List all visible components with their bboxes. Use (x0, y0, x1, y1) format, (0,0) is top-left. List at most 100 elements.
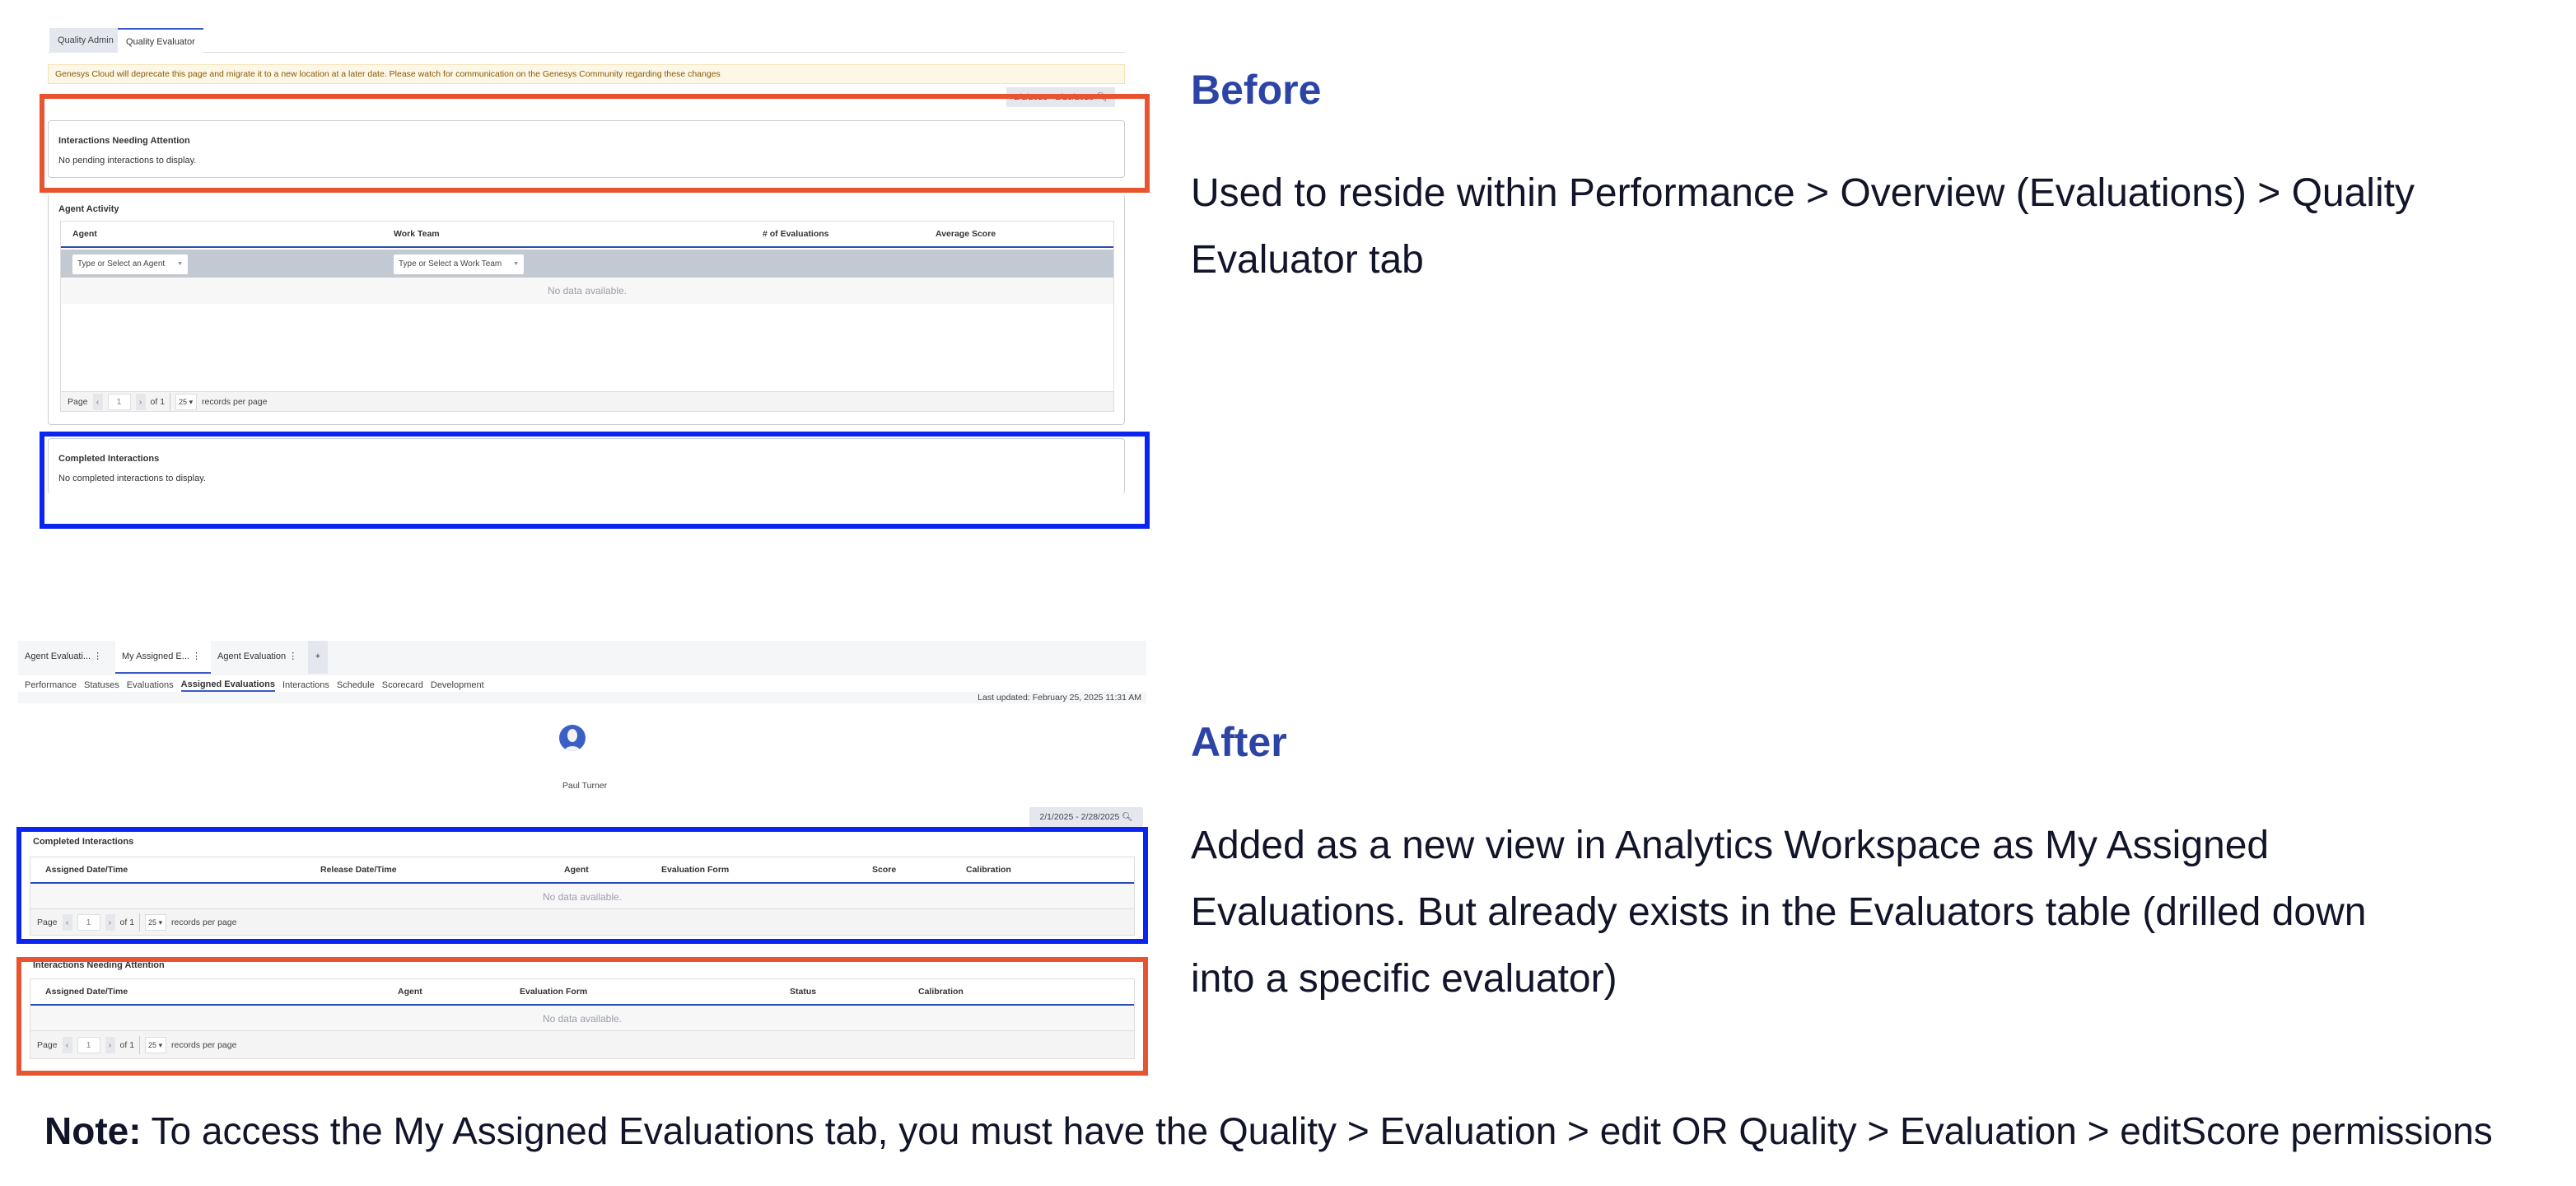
subtab-scorecard[interactable]: Scorecard (381, 680, 423, 690)
col-calibration[interactable]: Calibration (966, 865, 1011, 875)
agent-filter-placeholder: Type or Select an Agent (77, 259, 166, 268)
prev-page-button[interactable]: ‹ (92, 393, 103, 410)
avatar (558, 725, 586, 751)
deprecation-banner: Genesys Cloud will deprecate this page a… (48, 64, 1125, 84)
empty-message: No pending interactions to display. (58, 156, 197, 166)
subtab-performance[interactable]: Performance (25, 680, 77, 690)
next-page-button[interactable]: › (105, 913, 115, 931)
col-calibration[interactable]: Calibration (918, 987, 964, 997)
add-tab-button[interactable]: + (308, 641, 328, 674)
workspace-tab[interactable]: Agent Evaluation ⋮ (217, 651, 298, 661)
subtab-statuses[interactable]: Statuses (83, 680, 119, 690)
more-vert-icon[interactable]: ⋮ (288, 651, 298, 661)
completed-table: Assigned Date/Time Release Date/Time Age… (30, 857, 1135, 936)
more-vert-icon[interactable]: ⋮ (192, 651, 201, 661)
col-evaluation-form[interactable]: Evaluation Form (661, 865, 730, 875)
date-range-label: 2/1/2025 - 2/28/2025 (1039, 812, 1120, 822)
highlight-completed (40, 432, 1150, 529)
prev-page-button[interactable]: ‹ (62, 1036, 72, 1053)
no-data-message: No data available. (61, 278, 1113, 304)
date-range-button[interactable]: 2/1/2025 - 2/28/2025 🔍︎ (1029, 807, 1143, 827)
needing-attention-title: Interactions Needing Attention (33, 960, 165, 970)
page-input[interactable]: 1 (77, 1036, 100, 1053)
per-page-select[interactable]: 25 ▾ (145, 913, 167, 931)
prev-page-button[interactable]: ‹ (62, 913, 72, 931)
next-page-button[interactable]: › (105, 1036, 115, 1053)
divider (139, 1035, 141, 1054)
subtab-evaluations[interactable]: Evaluations (126, 680, 174, 690)
subtab-schedule[interactable]: Schedule (336, 680, 375, 690)
after-description: Added as a new view in Analytics Workspa… (1191, 824, 2367, 1001)
empty-message: No completed interactions to display. (58, 474, 206, 483)
before-heading: Before (1191, 67, 1322, 113)
page-input[interactable]: 1 (107, 393, 131, 410)
col-assigned[interactable]: Assigned Date/Time (45, 987, 128, 997)
pagination: Page ‹ 1 › of 1 25 ▾ records per page (30, 908, 1134, 935)
col-agent[interactable]: Agent (398, 987, 422, 997)
tab-quality-evaluator[interactable]: Quality Evaluator (118, 28, 203, 53)
card-title: Completed Interactions (58, 454, 160, 464)
workspace-tab[interactable]: Agent Evaluati... ⋮ (25, 651, 103, 661)
note-label: Note: (44, 1109, 142, 1152)
note-text: To access the My Assigned Evaluations ta… (141, 1109, 2493, 1152)
no-data-message: No data available. (30, 1006, 1134, 1032)
per-page-select[interactable]: 25 ▾ (145, 1036, 167, 1053)
col-score[interactable]: Score (872, 865, 897, 875)
work-team-filter-placeholder: Type or Select a Work Team (399, 259, 502, 268)
user-name: Paul Turner (562, 781, 608, 791)
col-evaluation-form[interactable]: Evaluation Form (520, 987, 588, 997)
per-page-label: records per page (202, 396, 268, 407)
per-page-label: records per page (171, 1039, 237, 1050)
caret-down-icon: ▼ (513, 261, 519, 267)
no-data-message: No data available. (30, 884, 1134, 910)
workspace-tabbar: Agent Evaluati... ⋮ My Assigned E... ⋮ A… (18, 641, 1146, 697)
per-page-select[interactable]: 25 ▾ (175, 393, 198, 410)
agent-filter-select[interactable]: Type or Select an Agent ▼ (72, 254, 188, 274)
user-avatar-icon (559, 725, 586, 751)
col-agent[interactable]: Agent (72, 229, 97, 239)
page-label: Page (37, 917, 58, 927)
card-title: Agent Activity (58, 204, 119, 214)
needing-attention-table: Assigned Date/Time Agent Evaluation Form… (30, 978, 1135, 1059)
page-input[interactable]: 1 (77, 913, 100, 931)
page-label: Page (68, 396, 88, 407)
page-label: Page (37, 1039, 58, 1050)
col-release[interactable]: Release Date/Time (320, 865, 397, 875)
caret-down-icon: ▼ (177, 261, 183, 267)
col-status[interactable]: Status (790, 987, 817, 997)
col-average-score[interactable]: Average Score (936, 229, 996, 239)
highlight-completed (16, 827, 1148, 944)
tab-divider (48, 52, 1125, 53)
page-count: of 1 (119, 1039, 135, 1050)
agent-activity-table: Agent Work Team # of Evaluations Average… (60, 221, 1114, 412)
workspace-tab-active[interactable]: My Assigned E... ⋮ (115, 641, 211, 674)
subtab-assigned-evaluations[interactable]: Assigned Evaluations (180, 679, 275, 692)
work-team-filter-select[interactable]: Type or Select a Work Team ▼ (394, 254, 524, 274)
table-header: Assigned Date/Time Release Date/Time Age… (30, 857, 1134, 884)
page-count: of 1 (119, 917, 135, 927)
table-header: Agent Work Team # of Evaluations Average… (61, 222, 1113, 248)
pagination: Page ‹ 1 › of 1 25 ▾ records per page (61, 391, 1113, 411)
completed-title: Completed Interactions (33, 837, 134, 847)
next-page-button[interactable]: › (135, 393, 146, 410)
col-assigned[interactable]: Assigned Date/Time (45, 865, 128, 875)
after-heading: After (1191, 719, 1287, 765)
pagination: Page ‹ 1 › of 1 25 ▾ records per page (30, 1030, 1134, 1058)
permissions-note: Note: To access the My Assigned Evaluati… (44, 1109, 2493, 1153)
before-description: Used to reside within Performance > Over… (1191, 171, 2415, 282)
per-page-label: records per page (171, 917, 237, 927)
col-work-team[interactable]: Work Team (394, 229, 440, 239)
needing-attention-card: Interactions Needing Attention No pendin… (48, 120, 1125, 178)
col-evaluations[interactable]: # of Evaluations (763, 229, 829, 239)
card-title: Interactions Needing Attention (58, 136, 190, 146)
subtab-interactions[interactable]: Interactions (282, 680, 329, 690)
col-agent[interactable]: Agent (564, 865, 589, 875)
divider (139, 913, 141, 932)
last-updated: Last updated: February 25, 2025 11:31 AM (18, 692, 1146, 703)
highlight-needing-attention (40, 94, 1150, 193)
tab-quality-admin[interactable]: Quality Admin (49, 28, 122, 53)
page-count: of 1 (150, 396, 166, 407)
more-vert-icon[interactable]: ⋮ (93, 651, 103, 661)
subtab-development[interactable]: Development (430, 680, 484, 690)
completed-interactions-card: Completed Interactions No completed inte… (48, 438, 1125, 494)
